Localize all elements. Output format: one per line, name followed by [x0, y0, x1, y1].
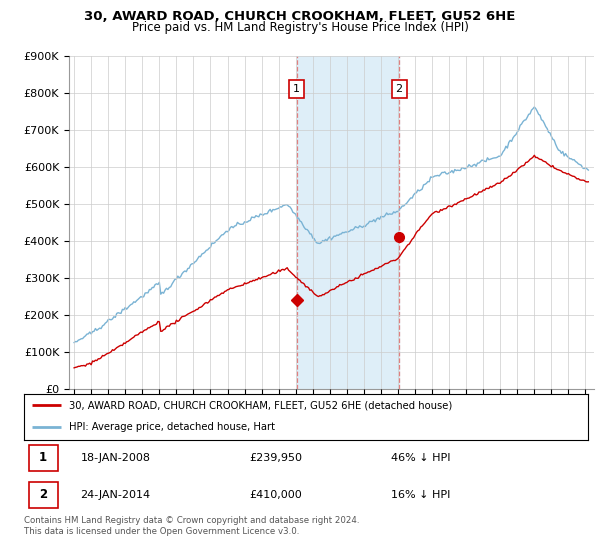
FancyBboxPatch shape [29, 445, 58, 471]
Text: Price paid vs. HM Land Registry's House Price Index (HPI): Price paid vs. HM Land Registry's House … [131, 21, 469, 34]
Text: 18-JAN-2008: 18-JAN-2008 [80, 453, 151, 463]
Text: 1: 1 [39, 451, 47, 464]
Text: 16% ↓ HPI: 16% ↓ HPI [391, 490, 450, 500]
Text: 2: 2 [39, 488, 47, 501]
Text: 1: 1 [293, 85, 300, 94]
Text: 30, AWARD ROAD, CHURCH CROOKHAM, FLEET, GU52 6HE (detached house): 30, AWARD ROAD, CHURCH CROOKHAM, FLEET, … [69, 400, 452, 410]
Text: 46% ↓ HPI: 46% ↓ HPI [391, 453, 450, 463]
Text: 2: 2 [395, 85, 403, 94]
Text: £410,000: £410,000 [250, 490, 302, 500]
Text: £239,950: £239,950 [250, 453, 302, 463]
Text: 30, AWARD ROAD, CHURCH CROOKHAM, FLEET, GU52 6HE: 30, AWARD ROAD, CHURCH CROOKHAM, FLEET, … [85, 10, 515, 22]
Text: Contains HM Land Registry data © Crown copyright and database right 2024.
This d: Contains HM Land Registry data © Crown c… [24, 516, 359, 536]
Text: HPI: Average price, detached house, Hart: HPI: Average price, detached house, Hart [69, 422, 275, 432]
Text: 24-JAN-2014: 24-JAN-2014 [80, 490, 151, 500]
FancyBboxPatch shape [29, 482, 58, 508]
Bar [296, 56, 399, 389]
